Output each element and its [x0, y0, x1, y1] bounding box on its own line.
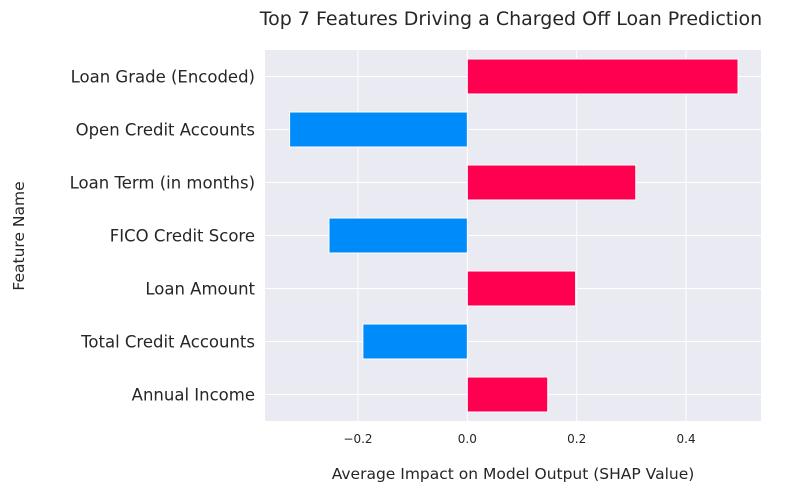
bar-annual-income: [466, 376, 549, 413]
category-label: Total Credit Accounts: [80, 333, 255, 352]
bar-fico-credit-score: [328, 217, 468, 254]
bar-loan-grade-encoded: [466, 58, 739, 95]
category-labels: Loan Grade (Encoded) Open Credit Accounts…: [70, 68, 256, 405]
category-label: FICO Credit Score: [110, 227, 255, 246]
bar-loan-term-in-months: [466, 164, 637, 201]
category-label: Loan Term (in months): [70, 174, 255, 193]
y-axis-title: Feature Name: [10, 181, 28, 290]
x-tick-label: 0.4: [677, 432, 696, 446]
bars: [289, 58, 739, 413]
x-tick-label: −0.2: [343, 432, 372, 446]
x-axis-title: Average Impact on Model Output (SHAP Val…: [332, 465, 695, 483]
bar-loan-amount: [466, 270, 577, 307]
bar-open-credit-accounts: [289, 111, 468, 148]
x-tick-label: 0.2: [567, 432, 586, 446]
category-label: Open Credit Accounts: [76, 121, 255, 140]
category-label: Loan Amount: [145, 280, 255, 299]
category-label: Loan Grade (Encoded): [71, 68, 255, 87]
x-tick-label: 0.0: [458, 432, 477, 446]
chart-title: Top 7 Features Driving a Charged Off Loa…: [259, 8, 762, 30]
x-tick-labels: −0.2 0.0 0.2 0.4: [343, 432, 695, 446]
category-label: Annual Income: [132, 386, 255, 405]
bar-total-credit-accounts: [362, 323, 468, 360]
